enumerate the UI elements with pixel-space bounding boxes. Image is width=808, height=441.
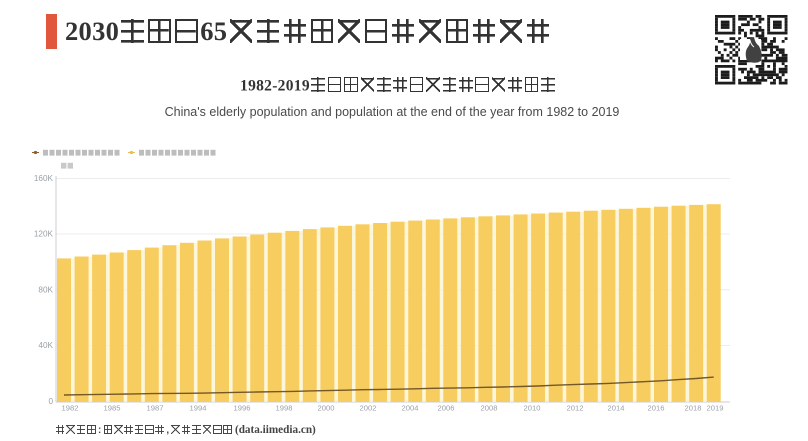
svg-text:1982: 1982 [62, 404, 79, 413]
svg-text:80K: 80K [38, 285, 53, 294]
svg-text:1996: 1996 [234, 404, 251, 413]
svg-text:160K: 160K [34, 174, 54, 183]
svg-text:120K: 120K [34, 230, 54, 239]
svg-text:2012: 2012 [567, 404, 584, 413]
svg-text:2014: 2014 [608, 404, 625, 413]
svg-text:2006: 2006 [438, 404, 455, 413]
svg-text:1987: 1987 [147, 404, 164, 413]
svg-text:1985: 1985 [104, 404, 121, 413]
svg-text:1994: 1994 [190, 404, 207, 413]
svg-text:2016: 2016 [648, 404, 665, 413]
svg-text:2004: 2004 [402, 404, 419, 413]
svg-text:2008: 2008 [481, 404, 498, 413]
svg-text:1998: 1998 [276, 404, 293, 413]
svg-text:0: 0 [48, 397, 53, 406]
svg-text:2000: 2000 [318, 404, 335, 413]
svg-text:2010: 2010 [524, 404, 541, 413]
svg-text:2019: 2019 [707, 404, 724, 413]
svg-text:2018: 2018 [685, 404, 702, 413]
svg-text:2002: 2002 [360, 404, 377, 413]
svg-text:40K: 40K [38, 341, 53, 350]
